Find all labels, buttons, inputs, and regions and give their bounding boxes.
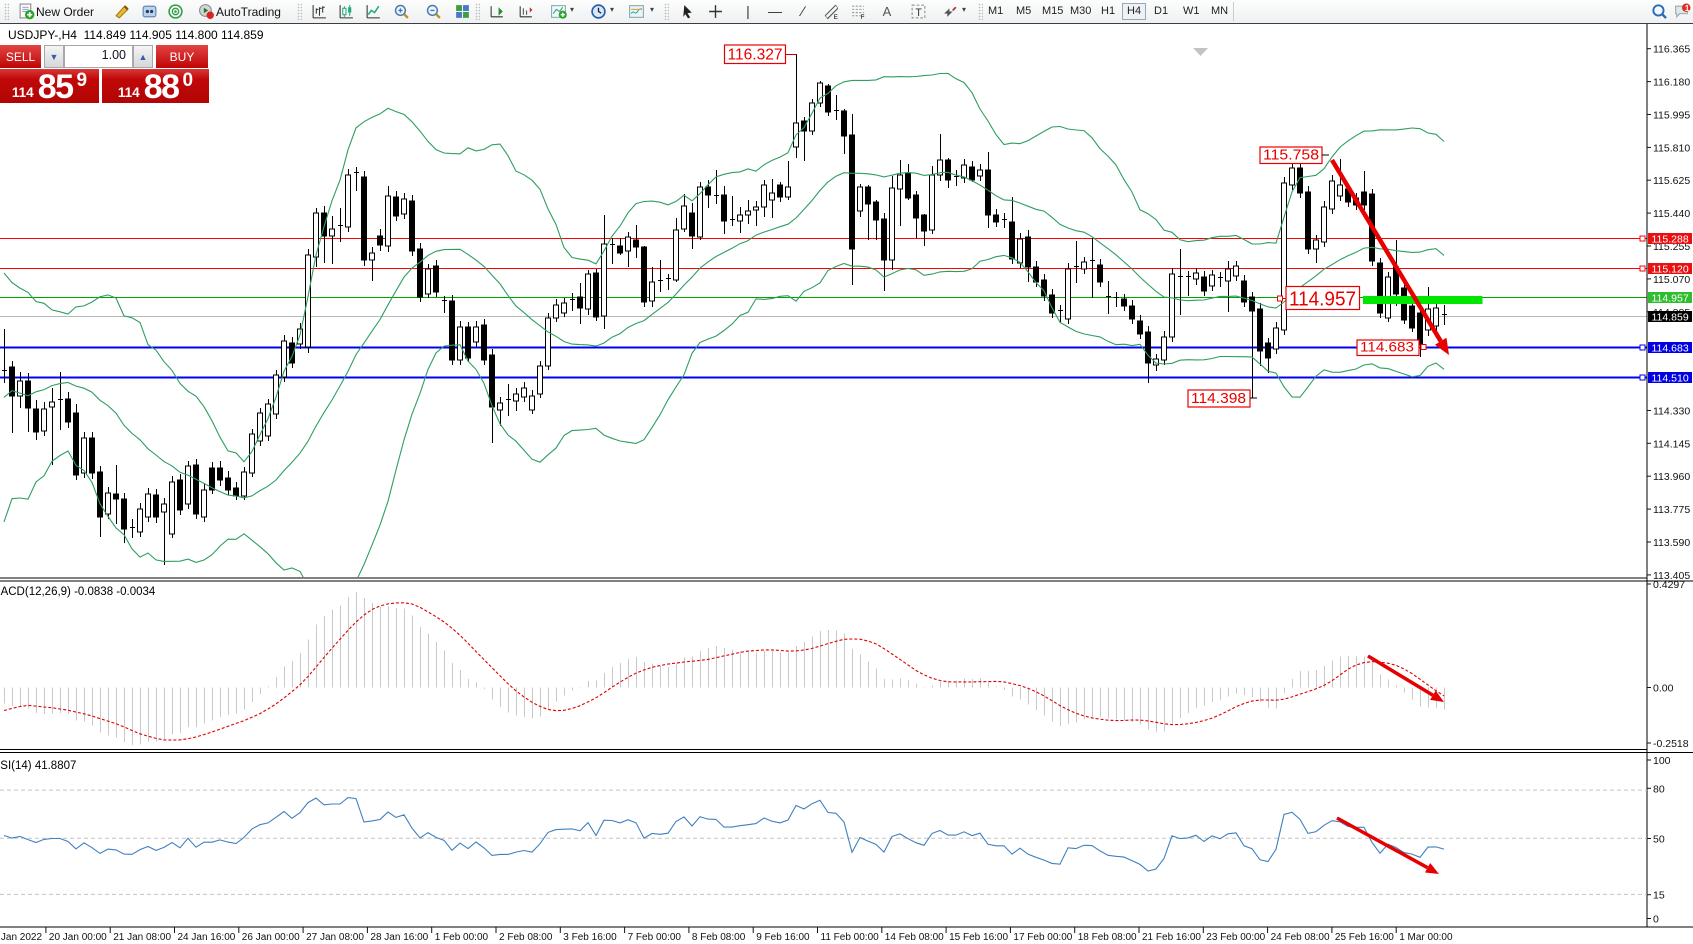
svg-text:0.4297: 0.4297 xyxy=(1653,579,1685,591)
svg-text:19 Jan 2022: 19 Jan 2022 xyxy=(0,932,42,943)
svg-text:114.398: 114.398 xyxy=(1191,390,1246,407)
svg-text:T: T xyxy=(915,6,922,18)
svg-text:115.440: 115.440 xyxy=(1653,208,1690,220)
svg-text:21 Feb 16:00: 21 Feb 16:00 xyxy=(1142,932,1201,943)
svg-text:115.120: 115.120 xyxy=(1652,263,1689,275)
svg-text:MACD(12,26,9) -0.0838 -0.0034: MACD(12,26,9) -0.0838 -0.0034 xyxy=(0,586,156,598)
svg-text:114.957: 114.957 xyxy=(1289,288,1356,311)
svg-text:21 Jan 08:00: 21 Jan 08:00 xyxy=(113,932,171,943)
svg-text:0.00: 0.00 xyxy=(1653,683,1674,695)
svg-text:7 Feb 00:00: 7 Feb 00:00 xyxy=(628,932,682,943)
svg-text:8 Feb 08:00: 8 Feb 08:00 xyxy=(692,932,746,943)
svg-text:25 Feb 16:00: 25 Feb 16:00 xyxy=(1335,932,1394,943)
svg-text:115.758: 115.758 xyxy=(1263,148,1319,164)
svg-text:116.365: 116.365 xyxy=(1653,44,1690,56)
svg-text:3 Feb 16:00: 3 Feb 16:00 xyxy=(563,932,617,943)
svg-text:115.625: 115.625 xyxy=(1653,175,1690,187)
svg-text:USDJPY-,H4 114.849 114.905 11: USDJPY-,H4 114.849 114.905 114.800 114.8… xyxy=(8,28,264,42)
svg-text:23 Feb 00:00: 23 Feb 00:00 xyxy=(1206,932,1265,943)
svg-text:113.960: 113.960 xyxy=(1653,471,1690,483)
svg-text:9 Feb 16:00: 9 Feb 16:00 xyxy=(756,932,810,943)
svg-text:27 Jan 08:00: 27 Jan 08:00 xyxy=(306,932,364,943)
svg-text:113.405: 113.405 xyxy=(1653,570,1690,582)
svg-text:14 Feb 08:00: 14 Feb 08:00 xyxy=(885,932,944,943)
svg-text:1 Mar 00:00: 1 Mar 00:00 xyxy=(1399,932,1453,943)
svg-text:E: E xyxy=(833,13,837,19)
svg-text:115.810: 115.810 xyxy=(1653,142,1690,154)
svg-text:115.070: 115.070 xyxy=(1653,274,1690,286)
svg-text:116.327: 116.327 xyxy=(728,47,783,64)
svg-text:20 Jan 00:00: 20 Jan 00:00 xyxy=(49,932,107,943)
svg-text:114.330: 114.330 xyxy=(1653,406,1690,418)
svg-text:114.145: 114.145 xyxy=(1653,438,1690,450)
svg-text:114.957: 114.957 xyxy=(1652,292,1689,304)
svg-text:-0.2518: -0.2518 xyxy=(1653,738,1689,750)
svg-text:0: 0 xyxy=(1653,914,1659,926)
svg-text:26 Jan 00:00: 26 Jan 00:00 xyxy=(242,932,300,943)
svg-text:80: 80 xyxy=(1653,783,1665,795)
svg-text:11 Feb 00:00: 11 Feb 00:00 xyxy=(821,932,880,943)
svg-text:114.859: 114.859 xyxy=(1652,311,1689,323)
svg-text:50: 50 xyxy=(1653,834,1665,846)
svg-text:115.995: 115.995 xyxy=(1653,110,1690,122)
svg-text:1 Feb 00:00: 1 Feb 00:00 xyxy=(435,932,489,943)
svg-text:28 Jan 16:00: 28 Jan 16:00 xyxy=(370,932,428,943)
svg-text:115.288: 115.288 xyxy=(1652,233,1689,245)
svg-text:116.180: 116.180 xyxy=(1653,77,1690,89)
svg-text:24 Jan 16:00: 24 Jan 16:00 xyxy=(178,932,236,943)
svg-text:18 Feb 08:00: 18 Feb 08:00 xyxy=(1078,932,1137,943)
svg-text:1: 1 xyxy=(1685,3,1690,12)
svg-text:15 Feb 16:00: 15 Feb 16:00 xyxy=(949,932,1008,943)
svg-text:113.775: 113.775 xyxy=(1653,504,1690,516)
svg-text:114.683: 114.683 xyxy=(1652,342,1689,354)
svg-text:24 Feb 08:00: 24 Feb 08:00 xyxy=(1271,932,1330,943)
svg-text:RSI(14) 41.8807: RSI(14) 41.8807 xyxy=(0,760,76,772)
svg-text:17 Feb 00:00: 17 Feb 00:00 xyxy=(1013,932,1072,943)
svg-text:113.590: 113.590 xyxy=(1653,537,1690,549)
svg-text:100: 100 xyxy=(1653,755,1671,767)
svg-text:114.683: 114.683 xyxy=(1360,340,1414,355)
svg-text:2 Feb 08:00: 2 Feb 08:00 xyxy=(499,932,553,943)
svg-text:F: F xyxy=(860,13,864,19)
svg-text:114.510: 114.510 xyxy=(1652,372,1689,384)
svg-text:15: 15 xyxy=(1653,890,1665,902)
